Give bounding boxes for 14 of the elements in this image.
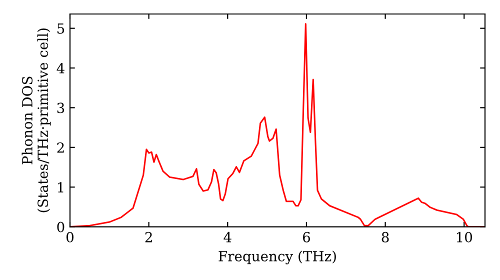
y-tick-label: 4 xyxy=(56,62,64,74)
x-tick-label: 10 xyxy=(456,232,472,242)
x-tick-label: 2 xyxy=(145,232,152,242)
y-tick-label: 5 xyxy=(57,23,64,34)
y-tick-label: 2 xyxy=(57,142,64,153)
x-axis-title: Frequency (THz) xyxy=(218,250,336,264)
y-tick-label: 1 xyxy=(58,182,64,192)
y-axis-title: Phonon DOS (States/THz·primitive cell) xyxy=(22,28,51,212)
x-tick-label: 4 xyxy=(224,232,232,242)
x-tick-label: 6 xyxy=(302,232,310,242)
x-tick-label: 0 xyxy=(66,232,74,242)
y-tick-label: 0 xyxy=(57,222,64,232)
y-tick-label: 3 xyxy=(57,102,64,114)
x-tick-label: 8 xyxy=(382,232,389,242)
